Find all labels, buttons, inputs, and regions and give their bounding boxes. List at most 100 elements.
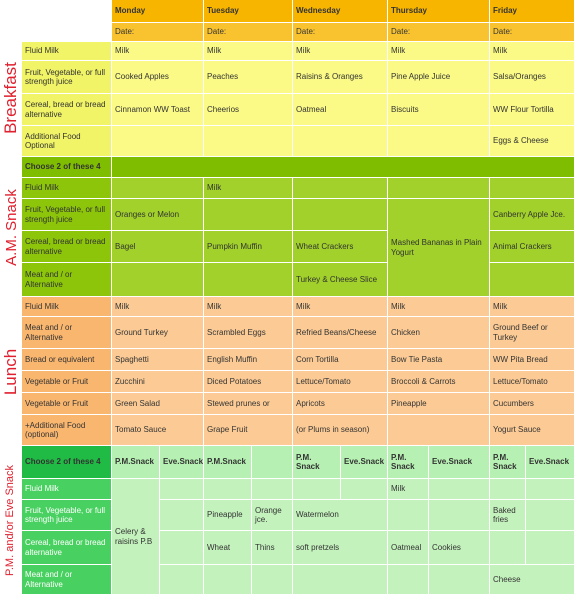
breakfast-cell: Salsa/Oranges [490,61,575,94]
eve-snack-col-header: Eve.Snack [526,446,575,479]
breakfast-cell: Peaches [204,61,293,94]
day-header-wednesday: Wednesday [293,0,388,23]
lunch-cell: Apricots [293,393,388,415]
breakfast-cell [293,126,388,157]
pm-snack-cell [526,531,575,565]
lunch-row-label: Meat and / or Alternative [22,317,112,349]
section-pm-snack: P.M. and/or Eve Snack [4,464,17,577]
pm-snack-row-label: Fruit, Vegetable, or full strength juice [22,500,112,531]
eve-snack-col-header [252,446,293,479]
lunch-cell: (or Plums in season) [293,415,388,446]
pm-snack-cell: soft pretzels [293,531,388,565]
lunch-cell: English Muffin [204,349,293,371]
lunch-cell: Milk [388,297,490,317]
lunch-cell: WW Pita Bread [490,349,575,371]
lunch-cell: Tomato Sauce [112,415,204,446]
lunch-cell: Spaghetti [112,349,204,371]
lunch-cell: Milk [293,297,388,317]
section-breakfast: Breakfast [1,61,20,134]
eve-snack-col-header: Eve.Snack [429,446,490,479]
pm-snack-cell: Cheese [490,565,575,595]
am-snack-cell [490,178,575,199]
breakfast-row-label: Cereal, bread or bread alternative [22,94,112,126]
date-field[interactable]: Date: [204,23,293,42]
lunch-cell: Green Salad [112,393,204,415]
breakfast-cell: WW Flour Tortilla [490,94,575,126]
pm-snack-cell [429,500,490,531]
am-snack-cell [490,263,575,297]
pm-snack-cell: Baked fries [490,500,526,531]
am-snack-cell: Bagel [112,231,204,263]
am-snack-cell: Milk [204,178,293,199]
lunch-cell: Refried Beans/Cheese [293,317,388,349]
lunch-row-label: Bread or equivalent [22,349,112,371]
lunch-row-label: Fluid Milk [22,297,112,317]
lunch-cell: Corn Tortilla [293,349,388,371]
date-field[interactable]: Date: [112,23,204,42]
lunch-row-label: Vegetable or Fruit [22,393,112,415]
am-snack-cell [112,178,204,199]
am-snack-cell [204,199,293,231]
pm-snack-monday-span: Celery & raisins P.B [112,479,160,595]
lunch-cell: Grape Fruit [204,415,293,446]
pm-snack-cell [429,565,490,595]
am-snack-cell [293,178,388,199]
pm-snack-row-label: Fluid Milk [22,479,112,500]
breakfast-row-label: Additional Food Optional [22,126,112,157]
section-am-snack: A.M. Snack [2,188,20,266]
pm-snack-cell [388,565,429,595]
am-snack-cell: Pumpkin Muffin [204,231,293,263]
pm-snack-row-label: Cereal, bread or bread alternative [22,531,112,565]
am-snack-cell: Canberry Apple Jce. [490,199,575,231]
day-header-friday: Friday [490,0,575,23]
lunch-cell: Ground Beef or Turkey [490,317,575,349]
lunch-cell: Broccoli & Carrots [388,371,490,393]
lunch-cell: Zucchini [112,371,204,393]
pm-snack-cell: Wheat [204,531,252,565]
date-field[interactable]: Date: [293,23,388,42]
breakfast-cell: Milk [204,42,293,61]
breakfast-cell [112,126,204,157]
lunch-cell: Diced Potatoes [204,371,293,393]
pm-snack-cell [293,479,341,500]
breakfast-cell: Milk [293,42,388,61]
lunch-cell: Chicken [388,317,490,349]
pm-snack-col-header: P.M. Snack [490,446,526,479]
am-snack-header-fill [112,157,575,178]
am-snack-thursday-span: Mashed Bananas in Plain Yogurt [388,199,490,297]
pm-snack-cell [204,565,252,595]
lunch-cell: Pineapple [388,393,490,415]
day-header-thursday: Thursday [388,0,490,23]
pm-snack-cell: Orange jce. [252,500,293,531]
lunch-cell: Cucumbers [490,393,575,415]
lunch-cell: Milk [490,297,575,317]
date-field[interactable]: Date: [388,23,490,42]
pm-snack-cell: Cookies [429,531,490,565]
pm-snack-cell [341,479,388,500]
pm-snack-col-header: P.M.Snack [112,446,160,479]
breakfast-cell: Cinnamon WW Toast [112,94,204,126]
pm-snack-col-header: P.M. Snack [388,446,429,479]
breakfast-cell: Raisins & Oranges [293,61,388,94]
pm-snack-cell [204,479,252,500]
date-field[interactable]: Date: [490,23,575,42]
pm-snack-cell [252,479,293,500]
breakfast-cell: Milk [490,42,575,61]
am-snack-cell [204,263,293,297]
breakfast-cell: Milk [388,42,490,61]
lunch-row-label: +Additional Food (optional) [22,415,112,446]
pm-snack-cell [526,479,575,500]
breakfast-row-label: Fruit, Vegetable, or full strength juice [22,61,112,94]
am-snack-row-label: Fruit, Vegetable, or full strength juice [22,199,112,231]
am-snack-cell [388,178,490,199]
am-snack-row-label: Meat and / or Alternative [22,263,112,297]
pm-snack-row-label: Meat and / or Alternative [22,565,112,595]
pm-snack-cell [429,479,490,500]
am-snack-cell: Turkey & Cheese Slice [293,263,388,297]
pm-snack-cell [160,531,204,565]
pm-snack-col-header: P.M. Snack [293,446,341,479]
lunch-cell: Yogurt Sauce [490,415,575,446]
pm-snack-cell: Thins [252,531,293,565]
pm-snack-cell [252,565,293,595]
